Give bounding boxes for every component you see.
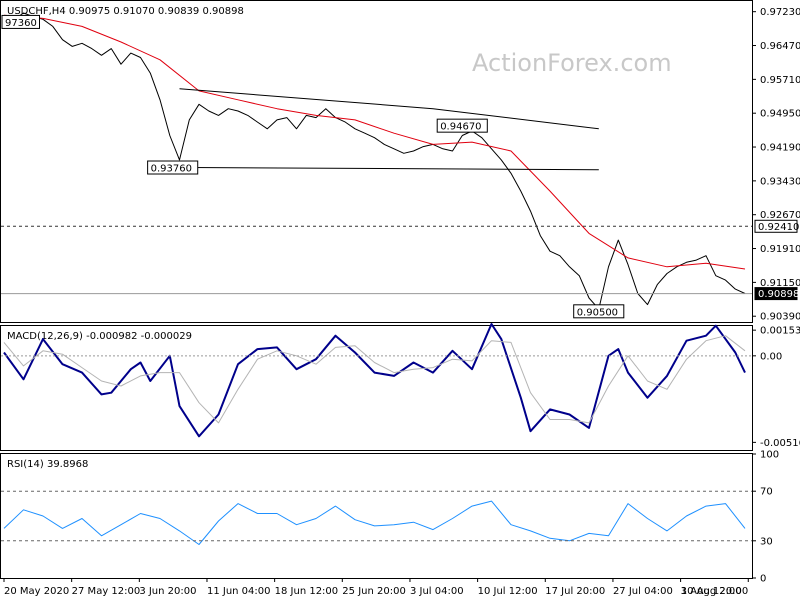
current-price-tag-box <box>754 287 798 301</box>
lower-trendline <box>189 167 599 171</box>
macd-y-tick-label: 0.001532 <box>760 326 800 337</box>
price-y-tick-label: 0.93430 <box>760 176 800 187</box>
price-y-tick-label: 0.94950 <box>760 109 800 120</box>
x-tick-label: 3 Aug 12:00 <box>681 586 742 597</box>
swing-low-label-box <box>573 304 625 319</box>
annotation-group: 0.92410 0.90898 97360 0.93760 0.94670 0.90500 <box>1 14 799 542</box>
x-tick-label: 10 Aug 20:00 <box>681 586 748 597</box>
price-y-tick-label: 0.91910 <box>760 244 800 255</box>
rsi-series-group <box>3 500 746 545</box>
macd-series-1-line <box>3 335 746 424</box>
support-level-label-text: 0.93760 <box>151 164 192 175</box>
x-tick-label: 11 Jun 04:00 <box>207 586 271 597</box>
x-tick-label: 17 Jul 20:00 <box>545 586 605 597</box>
x-tick-label: 27 May 12:00 <box>72 586 141 597</box>
macd-y-tick-label: -0.005164 <box>760 438 800 449</box>
x-tick-label: 18 Jun 12:00 <box>275 586 339 597</box>
price-y-tick-label: 0.91150 <box>760 278 800 289</box>
resistance-price-tag-box <box>754 219 798 233</box>
price-panel-frame <box>0 0 753 323</box>
x-tick-label: 27 Jul 04:00 <box>613 586 673 597</box>
current-price-tag-text: 0.90898 <box>758 289 799 300</box>
price-y-tick-label: 0.95710 <box>760 75 800 86</box>
rsi-y-tick-label: 30 <box>760 536 773 547</box>
price-y-tick-label: 0.90390 <box>760 312 800 323</box>
x-tick-label: 20 May 2020 <box>4 586 69 597</box>
macd-series-group <box>3 323 746 438</box>
price-y-tick-label: 0.94190 <box>760 143 800 154</box>
x-tick-label: 3 Jul 04:00 <box>410 586 464 597</box>
upper-trendline <box>179 88 599 130</box>
x-tick-label: 10 Jul 12:00 <box>478 586 538 597</box>
watermark-text: ActionForex.com <box>472 49 672 77</box>
x-tick-label: 25 Jun 20:00 <box>342 586 406 597</box>
price-y-tick-label: 0.92670 <box>760 210 800 221</box>
swing-high-label-box <box>436 118 488 133</box>
swing-high-label-text: 0.94670 <box>440 122 481 133</box>
rsi-y-tick-label: 70 <box>760 487 773 498</box>
swing-low-label-text: 0.90500 <box>577 307 618 318</box>
macd-y-tick-label: 0.00 <box>760 351 782 362</box>
high-level-label-box <box>1 14 40 29</box>
price-y-tick-label: 0.96470 <box>760 41 800 52</box>
x-axis: 20 May 2020 27 May 12:00 3 Jun 20:00 11 Jun… <box>3 578 749 597</box>
price-series-group <box>3 12 746 310</box>
rsi-y-tick-label: 100 <box>760 450 779 461</box>
price-series-1-line <box>3 14 746 270</box>
macd-panel-frame <box>0 325 753 451</box>
x-tick-label: 3 Jun 20:00 <box>139 586 196 597</box>
rsi-y-tick-label: 0 <box>760 574 766 585</box>
price-y-tick-label: 0.97230 <box>760 7 800 18</box>
price-panel-title: USDCHF,H4 0.90975 0.91070 0.90839 0.9089… <box>7 6 244 17</box>
rsi-series-0-line <box>3 500 746 545</box>
macd-series-0-line <box>3 323 746 438</box>
rsi-y-axis: 100 70 30 0 <box>752 450 779 585</box>
macd-y-axis: 0.001532 0.00 -0.005164 <box>752 326 800 449</box>
high-level-label-text: 97360 <box>5 18 37 29</box>
rsi-panel-frame <box>0 453 753 579</box>
price-series-0-line <box>3 12 746 310</box>
rsi-panel-title: RSI(14) 39.8968 <box>7 459 88 470</box>
macd-panel-title: MACD(12,26,9) -0.000982 -0.000029 <box>7 331 192 342</box>
price-y-axis: 0.97230 0.96470 0.95710 0.94950 0.94190 0.934… <box>752 7 800 323</box>
support-level-label-box <box>147 160 199 175</box>
resistance-price-tag-text: 0.92410 <box>758 222 799 233</box>
